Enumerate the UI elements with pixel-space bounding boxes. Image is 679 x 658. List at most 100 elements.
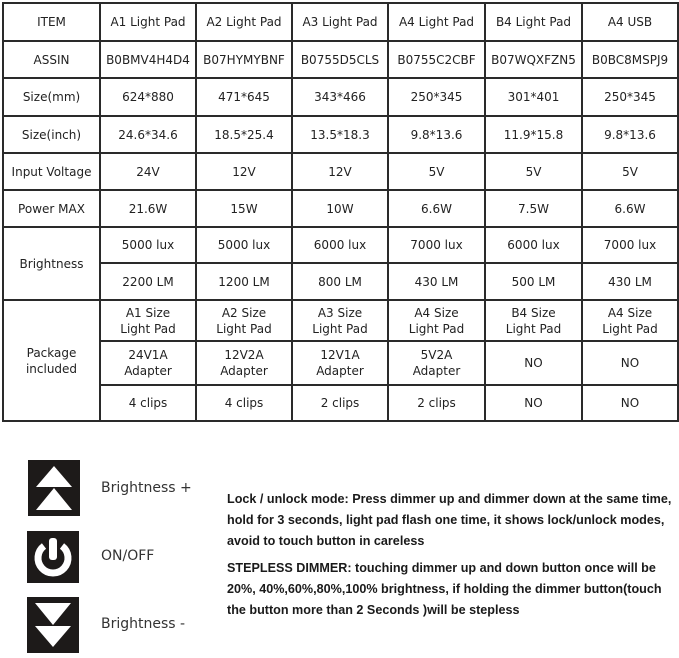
table-cell: 13.5*18.3 [291,115,389,154]
package-pad-cell-line: Light Pad [312,321,368,336]
package-clips-row: 4 clips 4 clips 2 clips 2 clips NO NO [3,384,679,422]
column-header: B4 Light Pad [484,2,583,42]
table-cell: 5V [484,152,583,191]
table-cell: 24.6*34.6 [99,115,197,154]
package-adapter-cell-line: Adapter [220,364,268,378]
lock-mode-note: Lock / unlock mode: Press dimmer up and … [227,492,672,548]
table-cell: 9.8*13.6 [387,115,486,154]
brightness-up-label: Brightness + [101,480,192,496]
package-pad-cell: A4 Size Light Pad [387,299,486,342]
lux-cell: 6000 lux [291,226,389,264]
table-cell: 18.5*25.4 [195,115,293,154]
column-header: A2 Light Pad [195,2,293,42]
table-row: Power MAX 21.6W 15W 10W 6.6W 7.5W 6.6W [2,189,679,228]
package-adapter-cell-line: Adapter [316,364,364,378]
table-cell: 21.6W [99,189,197,228]
package-adapter-cell: 5V2A Adapter [387,340,486,386]
package-label: Package included [25,345,78,376]
package-adapter-cell-line: 24V1A [128,348,168,362]
package-clips-cell: NO [581,384,679,422]
brightness-lm-row: 2200 LM 1200 LM 800 LM 430 LM 500 LM 430 LM [3,262,679,301]
package-pad-cell-line: A1 Size [125,305,171,320]
column-header: A4 Light Pad [387,2,486,42]
double-down-arrow-icon [27,597,79,653]
package-adapter-cell-line: NO [524,356,543,370]
on-off-label: ON/OFF [101,548,155,564]
table-cell: 12V [195,152,293,191]
table-cell: 11.9*15.8 [484,115,583,154]
package-adapter-cell-line: Adapter [412,364,461,378]
package-pad-cell: A3 Size Light Pad [291,299,389,342]
row-label: Power MAX [2,189,101,228]
brightness-down-label: Brightness - [101,616,186,632]
package-pad-row: Package included A1 Size Light Pad A2 Size L… [2,299,679,422]
row-label: Size(inch) [2,115,101,154]
lumen-cell: 430 LM [581,262,679,301]
package-adapter-cell: 12V1A Adapter [291,340,389,386]
table-row: Input Voltage 24V 12V 12V 5V 5V 5V [2,152,679,191]
table-cell: 343*466 [291,77,389,117]
package-clips-cell: 2 clips [387,384,486,422]
table-cell: 5V [387,152,486,191]
table-cell: 12V [291,152,389,191]
package-pad-cell-line: Light Pad [408,321,465,336]
package-pad-cell-line: A3 Size [317,305,363,320]
package-clips-cell: 4 clips [195,384,293,422]
double-up-arrow-icon [28,460,80,516]
table-cell: 471*645 [195,77,293,117]
header-row: ITEM A1 Light Pad A2 Light Pad A3 Light Pad… [2,2,679,42]
lux-cell: 5000 lux [99,226,197,264]
table-cell: B0BC8MSPJ9 [581,40,679,79]
table-cell: 301*401 [484,77,583,117]
row-label: Input Voltage [2,152,101,191]
package-adapter-cell: 24V1A Adapter [99,340,197,386]
package-clips-cell: 4 clips [99,384,197,422]
package-pad-cell-line: Light Pad [216,321,272,336]
package-pad-cell: A2 Size Light Pad [195,299,293,342]
table-cell: 624*880 [99,77,197,117]
package-adapter-cell-line: 5V2A [420,348,453,362]
package-adapter-cell: NO [484,340,583,386]
table-row: Size(mm) 624*880 471*645 343*466 250*345 301*… [2,77,679,117]
brightness-lux-row: Brightness 5000 lux 5000 lux 6000 lux 7000 l… [2,226,679,301]
table-cell: B07HYMYBNF [195,40,293,79]
lumen-cell: 2200 LM [99,262,197,301]
package-adapter-cell: 12V2A Adapter [195,340,293,386]
table-cell: 7.5W [484,189,583,228]
package-pad-cell-line: Light Pad [505,321,562,336]
table-cell: 6.6W [387,189,486,228]
lux-cell: 7000 lux [387,226,486,264]
table-cell: 250*345 [387,77,486,117]
table-cell: B0755C2CBF [387,40,486,79]
row-label: Size(mm) [2,77,101,117]
column-header: A3 Light Pad [291,2,389,42]
lumen-cell: 1200 LM [195,262,293,301]
table-cell: 24V [99,152,197,191]
table-cell: 5V [581,152,679,191]
package-clips-cell: NO [484,384,583,422]
lumen-cell: 500 LM [484,262,583,301]
package-adapter-cell-line: 12V1A [320,348,360,362]
table-cell: B0BMV4H4D4 [99,40,197,79]
table-cell: B07WQXFZN5 [484,40,583,79]
package-pad-cell: A1 Size Light Pad [99,299,197,342]
lux-cell: 7000 lux [581,226,679,264]
item-header: ITEM [2,2,101,42]
package-pad-cell-line: Light Pad [602,321,658,336]
row-label: ASSIN [2,40,101,79]
package-pad-cell-line: A4 Size [607,305,653,320]
package-pad-cell: B4 Size Light Pad [484,299,583,342]
table-row: ASSIN B0BMV4H4D4 B07HYMYBNF B0755D5CLS B0755… [2,40,679,79]
table-cell: 9.8*13.6 [581,115,679,154]
power-icon [27,531,79,583]
package-adapter-cell-line: NO [620,356,640,370]
package-adapter-row: 24V1A Adapter 12V2A Adapter 12V1A Adapter 5V2A… [3,340,679,386]
package-pad-cell-line: B4 Size [511,305,556,320]
lux-cell: 6000 lux [484,226,583,264]
table-cell: B0755D5CLS [291,40,389,79]
row-label: Package included [2,299,101,422]
package-pad-cell-line: A4 Size [414,305,459,320]
package-pad-cell: A4 Size Light Pad [581,299,679,342]
package-adapter-cell: NO [581,340,679,386]
stepless-dimmer-note: STEPLESS DIMMER: touching dimmer up and … [227,561,662,617]
